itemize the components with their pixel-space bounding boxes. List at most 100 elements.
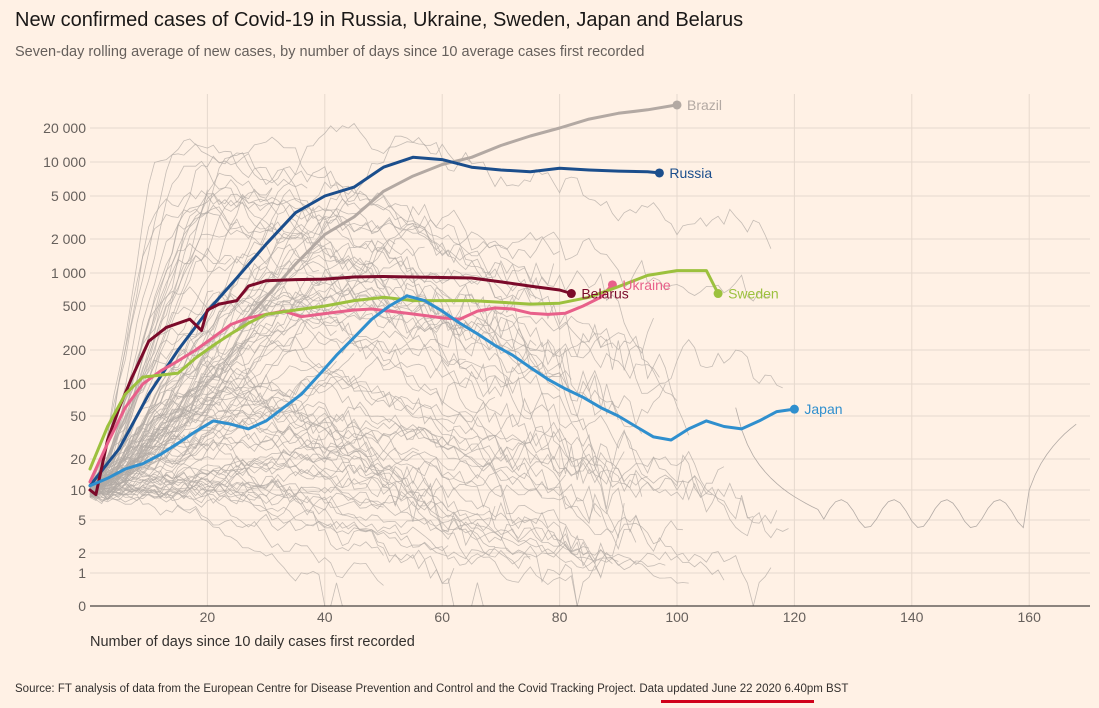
y-tick-label: 5 000 bbox=[51, 188, 86, 204]
series-line-brazil bbox=[235, 103, 679, 332]
background-country-line bbox=[89, 291, 378, 493]
background-country-line bbox=[89, 331, 466, 495]
background-country-line bbox=[89, 241, 607, 492]
background-country-line bbox=[89, 482, 449, 552]
series-label-japan: Japan bbox=[804, 401, 842, 417]
background-country-line bbox=[89, 258, 607, 487]
background-country-line bbox=[89, 190, 772, 495]
series-label-ukraine: Ukraine bbox=[622, 277, 670, 293]
series-end-dot-russia bbox=[654, 168, 664, 178]
series-line-ukraine bbox=[88, 283, 614, 484]
x-tick-label: 120 bbox=[783, 609, 807, 625]
background-country-line bbox=[89, 356, 637, 550]
series-end-dot-brazil bbox=[672, 100, 682, 110]
x-tick-label: 80 bbox=[552, 609, 568, 625]
background-country-line bbox=[89, 362, 778, 525]
x-axis-label: Number of days since 10 daily cases firs… bbox=[90, 634, 415, 650]
background-country-line bbox=[89, 271, 596, 485]
y-tick-label: 20 000 bbox=[43, 120, 86, 136]
background-country-line bbox=[89, 427, 772, 607]
grid bbox=[90, 94, 1090, 606]
background-country-line bbox=[89, 420, 590, 556]
y-tick-label: 10 bbox=[70, 482, 86, 498]
background-country-line bbox=[89, 305, 337, 490]
x-tick-label: 140 bbox=[900, 609, 924, 625]
background-country-line bbox=[89, 482, 689, 584]
background-country-line bbox=[89, 198, 613, 487]
updated-highlight-underline bbox=[661, 700, 814, 703]
background-country-line bbox=[89, 445, 566, 494]
background-country-line bbox=[89, 425, 431, 502]
y-tick-label: 50 bbox=[70, 408, 86, 424]
source-text: Source: FT analysis of data from the Eur… bbox=[15, 683, 640, 695]
background-country-line bbox=[89, 218, 425, 500]
x-tick-label: 60 bbox=[434, 609, 450, 625]
y-tick-label: 1 bbox=[78, 565, 86, 581]
background-country-line bbox=[89, 223, 531, 496]
series-line-russia bbox=[88, 155, 661, 488]
background-country-line bbox=[89, 181, 443, 494]
background-country-line bbox=[89, 484, 725, 581]
y-tick-label: 5 bbox=[78, 512, 86, 528]
background-country-line bbox=[89, 407, 226, 495]
background-country-line bbox=[89, 485, 666, 571]
background-country-line bbox=[89, 187, 537, 491]
y-tick-label: 1 000 bbox=[51, 265, 86, 281]
background-country-line bbox=[89, 279, 643, 492]
series-line-sweden bbox=[88, 269, 720, 471]
background-country-line bbox=[89, 218, 678, 497]
background-country-line bbox=[89, 417, 713, 496]
source-note: Source: FT analysis of data from the Eur… bbox=[15, 683, 848, 695]
background-country-line bbox=[89, 475, 261, 503]
series-end-dot-japan bbox=[789, 404, 799, 414]
background-country-line bbox=[89, 359, 648, 489]
y-tick-label: 20 bbox=[70, 451, 86, 467]
x-axis-ticks: 20 40 60 80 100 120 140 160 bbox=[200, 609, 1041, 625]
series-end-dot-belarus bbox=[566, 289, 576, 299]
background-country-line bbox=[89, 489, 736, 607]
background-country-line bbox=[89, 152, 308, 498]
series-line-belarus bbox=[88, 275, 573, 497]
background-country-line bbox=[89, 348, 602, 607]
x-tick-label: 100 bbox=[665, 609, 689, 625]
y-tick-label: 10 000 bbox=[43, 154, 86, 170]
background-country-line bbox=[89, 430, 455, 584]
data-updated-text: Data updated June 22 2020 6.40pm BST bbox=[639, 683, 849, 695]
y-tick-label: 0 bbox=[78, 598, 86, 614]
x-tick-label: 20 bbox=[200, 609, 216, 625]
series-end-dot-sweden bbox=[713, 289, 723, 299]
chart-title: New confirmed cases of Covid-19 in Russi… bbox=[15, 9, 744, 31]
y-axis-ticks: 0 1 2 5 10 20 50 100 200 500 1 000 2 000 5 000 10 000… bbox=[43, 120, 86, 614]
background-country-line bbox=[89, 344, 643, 497]
y-tick-label: 2 bbox=[78, 545, 86, 561]
background-country-line bbox=[89, 211, 619, 496]
background-country-lines bbox=[89, 122, 1077, 607]
series-label-belarus: Belarus bbox=[581, 286, 628, 302]
background-country-line bbox=[89, 206, 478, 497]
series-line-japan bbox=[88, 294, 796, 488]
background-country-line bbox=[89, 406, 601, 518]
chart-subtitle: Seven-day rolling average of new cases, … bbox=[15, 44, 645, 60]
background-country-line bbox=[89, 429, 531, 570]
background-country-line bbox=[89, 160, 690, 484]
background-country-line bbox=[89, 243, 543, 498]
background-country-line bbox=[89, 480, 531, 560]
series-label-brazil: Brazil bbox=[687, 97, 722, 113]
background-country-line bbox=[89, 138, 555, 491]
y-tick-label: 100 bbox=[63, 376, 87, 392]
x-tick-label: 40 bbox=[317, 609, 333, 625]
series-label-russia: Russia bbox=[669, 165, 712, 181]
background-country-line bbox=[89, 484, 384, 509]
background-country-line bbox=[89, 291, 754, 520]
x-tick-label: 160 bbox=[1018, 609, 1042, 625]
background-country-line bbox=[89, 204, 237, 489]
y-tick-label: 500 bbox=[63, 298, 87, 314]
series-label-sweden: Sweden bbox=[728, 286, 779, 302]
background-country-line bbox=[89, 400, 683, 561]
background-country-line bbox=[89, 318, 560, 493]
background-country-line bbox=[89, 187, 666, 490]
background-country-line bbox=[735, 407, 1077, 529]
y-tick-label: 200 bbox=[63, 342, 87, 358]
